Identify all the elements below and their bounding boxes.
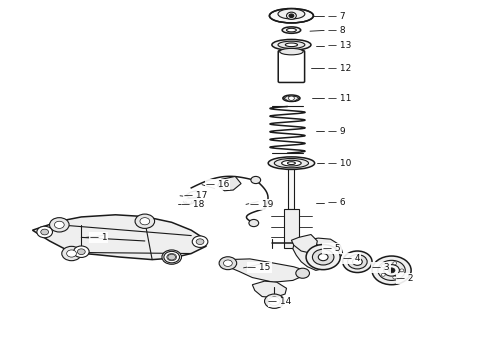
Text: — 7: — 7: [328, 12, 345, 21]
Text: — 5: — 5: [323, 244, 341, 253]
Ellipse shape: [183, 199, 194, 204]
Circle shape: [251, 176, 261, 184]
Circle shape: [67, 250, 76, 257]
Circle shape: [343, 251, 372, 273]
Circle shape: [313, 249, 334, 265]
Circle shape: [41, 229, 49, 235]
Polygon shape: [186, 191, 199, 198]
Text: — 1: — 1: [90, 233, 107, 242]
Circle shape: [393, 276, 397, 279]
Circle shape: [192, 236, 208, 247]
Ellipse shape: [282, 160, 301, 166]
Circle shape: [223, 260, 232, 266]
Ellipse shape: [278, 41, 305, 48]
Ellipse shape: [272, 40, 311, 50]
Circle shape: [269, 297, 280, 306]
Ellipse shape: [288, 162, 295, 165]
Text: — 17: — 17: [184, 191, 207, 200]
Text: — 16: — 16: [206, 180, 229, 189]
Polygon shape: [220, 259, 305, 282]
Ellipse shape: [278, 9, 305, 19]
Circle shape: [381, 265, 385, 267]
Circle shape: [167, 253, 176, 261]
Circle shape: [219, 257, 237, 270]
Circle shape: [265, 294, 284, 309]
Circle shape: [400, 269, 404, 272]
Circle shape: [249, 220, 259, 226]
Ellipse shape: [283, 95, 300, 102]
Polygon shape: [284, 209, 299, 248]
Circle shape: [384, 265, 399, 276]
Text: — 2: — 2: [396, 274, 414, 283]
Circle shape: [77, 249, 85, 255]
Ellipse shape: [285, 43, 297, 46]
Text: — 6: — 6: [328, 198, 345, 207]
Circle shape: [196, 239, 204, 244]
Circle shape: [49, 218, 69, 232]
Text: — 10: — 10: [328, 159, 351, 168]
Circle shape: [289, 14, 294, 18]
Polygon shape: [252, 281, 287, 298]
Text: — 19: — 19: [250, 200, 273, 209]
Circle shape: [62, 246, 81, 261]
Text: — 13: — 13: [328, 41, 351, 50]
Polygon shape: [292, 234, 318, 252]
Circle shape: [287, 12, 296, 19]
Polygon shape: [218, 176, 241, 191]
Circle shape: [347, 255, 367, 269]
Circle shape: [393, 262, 397, 265]
Ellipse shape: [280, 48, 303, 55]
Ellipse shape: [268, 157, 315, 170]
Text: — 9: — 9: [328, 127, 345, 136]
Circle shape: [135, 214, 155, 228]
Ellipse shape: [287, 28, 296, 32]
Text: — 15: — 15: [247, 264, 271, 273]
Ellipse shape: [282, 27, 301, 33]
FancyBboxPatch shape: [278, 50, 305, 82]
Circle shape: [74, 246, 89, 257]
Circle shape: [318, 253, 328, 261]
Circle shape: [168, 254, 175, 260]
Text: — 3: — 3: [372, 263, 390, 272]
Circle shape: [378, 260, 405, 280]
Circle shape: [164, 251, 179, 263]
Circle shape: [37, 226, 52, 238]
Text: — 8: — 8: [328, 26, 345, 35]
Circle shape: [289, 96, 294, 100]
Circle shape: [372, 256, 411, 285]
Circle shape: [388, 268, 395, 273]
Circle shape: [186, 199, 192, 204]
Circle shape: [162, 250, 181, 264]
Circle shape: [381, 273, 385, 276]
Text: — 12: — 12: [328, 64, 351, 73]
Polygon shape: [293, 238, 343, 270]
Text: — 4: — 4: [343, 255, 360, 264]
Polygon shape: [32, 215, 206, 260]
Circle shape: [296, 268, 310, 278]
Text: — 11: — 11: [328, 94, 351, 103]
Circle shape: [306, 244, 340, 270]
Polygon shape: [289, 167, 294, 209]
Circle shape: [352, 258, 362, 265]
Circle shape: [140, 218, 150, 225]
Text: — 18: — 18: [181, 200, 205, 209]
Circle shape: [54, 221, 64, 228]
Ellipse shape: [274, 158, 309, 168]
Text: — 14: — 14: [269, 297, 292, 306]
Ellipse shape: [270, 9, 314, 23]
